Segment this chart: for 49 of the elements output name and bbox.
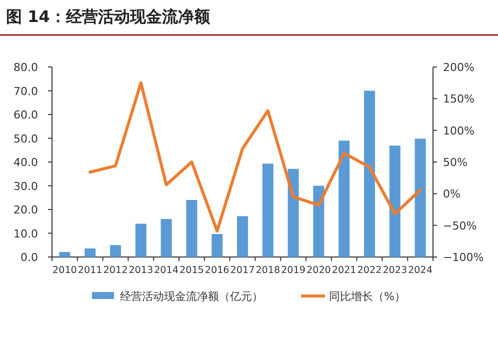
bar bbox=[160, 219, 172, 257]
y-tick-label: 40.0 bbox=[14, 156, 38, 169]
bar bbox=[110, 245, 121, 257]
y-tick-label: 70.0 bbox=[14, 84, 38, 98]
bar bbox=[262, 164, 274, 257]
y2-tick-label: 50% bbox=[443, 156, 468, 169]
y2-tick-label: −100% bbox=[443, 251, 484, 264]
y-tick-label: 80.0 bbox=[14, 61, 38, 74]
x-tick-label: 2018 bbox=[256, 265, 280, 276]
x-tick-label: 2017 bbox=[230, 265, 255, 276]
x-tick-label: 2010 bbox=[52, 265, 77, 276]
y2-tick-label: 0% bbox=[443, 188, 460, 201]
bar bbox=[237, 216, 248, 257]
bar bbox=[389, 146, 400, 257]
y2-tick-label: 200% bbox=[443, 61, 474, 74]
y-tick-label: 0.0 bbox=[20, 251, 38, 264]
bar bbox=[414, 138, 426, 257]
x-tick-label: 2020 bbox=[306, 265, 331, 276]
x-tick-label: 2012 bbox=[103, 265, 128, 276]
y-tick-label: 10.0 bbox=[14, 227, 38, 240]
y2-tick-label: −50% bbox=[443, 219, 477, 232]
x-tick-label: 2013 bbox=[128, 265, 154, 276]
bar bbox=[84, 248, 96, 257]
x-tick-label: 2022 bbox=[357, 265, 382, 276]
x-tick-label: 2024 bbox=[408, 265, 433, 276]
x-tick-label: 2023 bbox=[382, 265, 408, 276]
legend-label: 同比增长（%） bbox=[329, 290, 406, 303]
y-tick-label: 20.0 bbox=[14, 204, 38, 216]
y-tick-label: 60.0 bbox=[14, 108, 38, 122]
bar bbox=[186, 200, 198, 257]
y-tick-label: 30.0 bbox=[14, 180, 38, 193]
y-tick-label: 50.0 bbox=[14, 132, 38, 146]
bar bbox=[59, 252, 70, 257]
x-tick-label: 2021 bbox=[332, 265, 356, 276]
y2-tick-label: 100% bbox=[443, 124, 474, 138]
bar bbox=[288, 168, 299, 257]
bar bbox=[212, 234, 223, 257]
x-tick-label: 2015 bbox=[179, 265, 204, 276]
bar bbox=[135, 224, 146, 257]
x-tick-label: 2014 bbox=[154, 265, 179, 276]
x-tick-label: 2019 bbox=[281, 265, 306, 276]
x-tick-label: 2011 bbox=[78, 265, 102, 276]
bar bbox=[338, 140, 350, 257]
bar bbox=[364, 90, 375, 257]
legend-label: 经营活动现金流净额（亿元） bbox=[120, 290, 263, 303]
x-tick-label: 2016 bbox=[204, 265, 230, 276]
title: 图 14：经营活动现金流净额 bbox=[6, 7, 210, 26]
bar bbox=[313, 186, 324, 257]
y2-tick-label: 150% bbox=[443, 92, 474, 106]
